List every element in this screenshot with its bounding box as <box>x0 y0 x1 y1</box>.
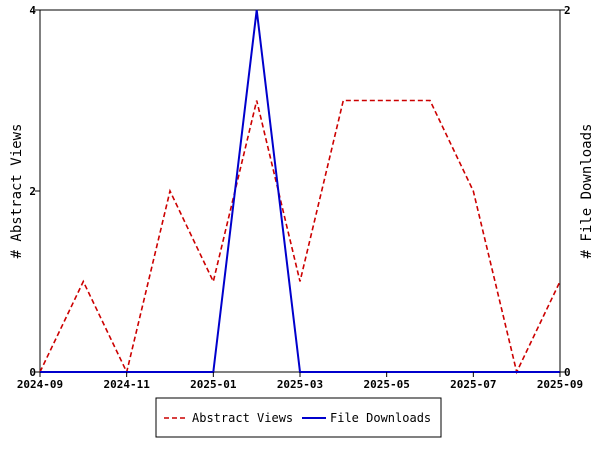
plot-frame <box>39 9 561 373</box>
legend: Abstract Views File Downloads <box>155 397 442 438</box>
x-tick-label: 2025-09 <box>537 378 583 391</box>
legend-label-file-downloads: File Downloads <box>330 411 431 425</box>
y-axis-right-title: # File Downloads <box>579 124 595 259</box>
series-line-file-downloads <box>40 9 560 373</box>
x-tick-label: 2025-03 <box>277 378 323 391</box>
x-tick-label: 2024-09 <box>17 378 63 391</box>
x-tick-label: 2024-11 <box>103 378 150 391</box>
plot-area <box>39 9 561 373</box>
x-tick-label: 2025-01 <box>190 378 237 391</box>
x-tick-label: 2025-05 <box>363 378 409 391</box>
legend-label-abstract-views: Abstract Views <box>192 411 293 425</box>
x-tick-label: 2025-07 <box>450 378 496 391</box>
y-right-tick-label: 0 <box>564 366 571 379</box>
series-layer <box>39 9 561 375</box>
series-line-abstract-views <box>39 99 561 375</box>
legend-box <box>155 397 442 438</box>
y-left-tick-label: 2 <box>29 185 36 198</box>
axes-layer: 2024-09 2024-11 2025-01 2025-03 2025-05 2025-… <box>17 4 583 391</box>
y-left-tick-label: 0 <box>29 366 36 379</box>
y-left-tick-label: 4 <box>29 4 36 17</box>
y-right-tick-label: 2 <box>564 4 571 17</box>
y-axis-left-title: # Abstract Views <box>9 124 25 259</box>
